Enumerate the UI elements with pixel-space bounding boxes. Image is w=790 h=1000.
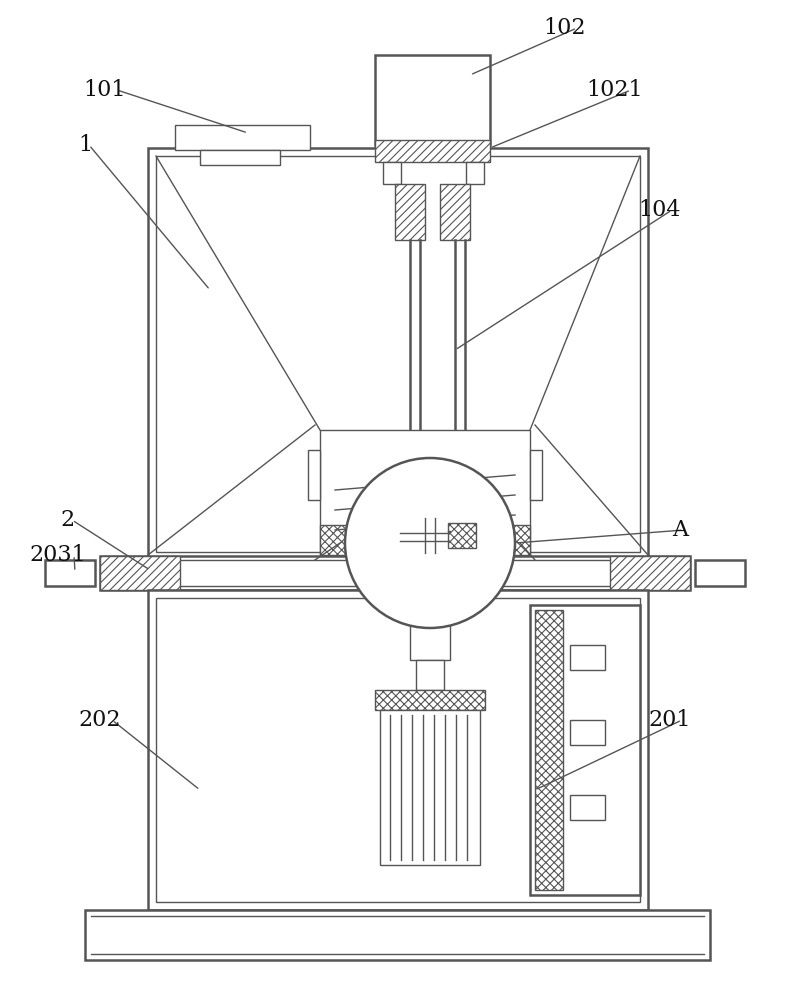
Bar <box>440 184 470 240</box>
Bar <box>320 525 530 555</box>
Bar <box>320 430 530 555</box>
Bar <box>610 556 690 590</box>
Bar <box>383 162 401 184</box>
Bar <box>395 184 425 240</box>
Bar <box>148 148 648 560</box>
Bar <box>380 710 480 865</box>
Bar <box>148 590 648 910</box>
Bar <box>375 55 490 145</box>
Bar <box>410 590 450 660</box>
Text: 201: 201 <box>649 709 691 731</box>
Bar <box>200 150 280 165</box>
Bar <box>448 523 476 548</box>
Text: 2: 2 <box>61 509 75 531</box>
Bar <box>695 560 745 586</box>
Bar <box>466 162 484 184</box>
Bar <box>156 156 640 552</box>
Bar <box>375 140 490 162</box>
Bar <box>570 795 605 820</box>
Text: 104: 104 <box>639 199 681 221</box>
Circle shape <box>345 458 515 628</box>
Bar <box>100 556 180 590</box>
Text: 102: 102 <box>544 17 586 39</box>
Bar <box>570 720 605 745</box>
Bar <box>100 556 690 590</box>
Bar <box>156 598 640 902</box>
Text: 1021: 1021 <box>587 79 643 101</box>
Bar <box>308 450 320 500</box>
Text: 101: 101 <box>84 79 126 101</box>
Bar <box>85 910 710 960</box>
Text: 1: 1 <box>78 134 92 156</box>
Text: A: A <box>672 519 688 541</box>
Bar <box>535 610 563 890</box>
Bar <box>375 690 485 710</box>
Bar <box>106 560 684 586</box>
Bar <box>45 560 95 586</box>
Text: 202: 202 <box>79 709 121 731</box>
Bar <box>530 605 640 895</box>
Text: 2031: 2031 <box>30 544 86 566</box>
Bar <box>570 645 605 670</box>
Bar <box>530 450 542 500</box>
Bar <box>175 125 310 150</box>
Bar <box>416 660 444 690</box>
